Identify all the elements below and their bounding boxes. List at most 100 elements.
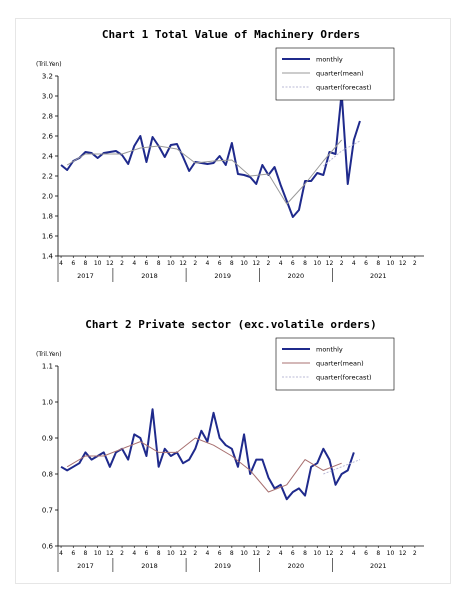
x-tick-label: 12 [179, 550, 187, 557]
x-tick-label: 12 [179, 260, 187, 267]
x-tick-label: 10 [313, 260, 321, 267]
year-label: 2019 [214, 272, 231, 280]
legend-box [275, 337, 395, 391]
y-tick-label: 2.6 [42, 133, 54, 141]
x-tick-label: 6 [364, 550, 368, 557]
x-tick-label: 4 [206, 260, 210, 267]
y-tick-label: 1.1 [42, 363, 53, 371]
x-tick-label: 2 [120, 260, 124, 267]
series-line-quarter-forecast [323, 140, 361, 167]
x-tick-label: 2 [267, 260, 271, 267]
x-tick-label: 12 [399, 260, 407, 267]
y-tick-label: 0.6 [42, 543, 54, 551]
x-tick-label: 2 [193, 260, 197, 267]
x-tick-label: 2 [413, 260, 417, 267]
y-tick-label: 1.0 [42, 399, 53, 407]
x-tick-label: 8 [157, 260, 161, 267]
x-tick-label: 4 [59, 260, 63, 267]
legend-entry: monthly [316, 346, 343, 354]
x-tick-label: 12 [252, 550, 260, 557]
chart-2-panel: Chart 2 Private sector (exc.volatile ord… [10, 318, 452, 580]
year-label: 2017 [77, 562, 94, 570]
year-label: 2019 [214, 562, 231, 570]
x-tick-label: 2 [120, 550, 124, 557]
x-tick-label: 4 [132, 260, 136, 267]
year-label: 2021 [370, 562, 387, 570]
page-frame [15, 18, 451, 584]
y-tick-label: 2.0 [42, 193, 53, 201]
chart-1-plot: (Tril.Yen) 1.4 1.6 1.8 2.0 2.2 2.4 2.6 2.8 3.0 3.2… [36, 47, 424, 282]
x-tick-label: 6 [218, 260, 222, 267]
x-tick-label: 6 [145, 550, 149, 557]
year-label: 2018 [141, 562, 158, 570]
x-tick-label: 8 [84, 260, 88, 267]
x-tick-label: 10 [387, 260, 395, 267]
x-tick-label: 10 [167, 550, 175, 557]
x-tick-label: 6 [71, 550, 75, 557]
year-label: 2021 [370, 272, 387, 280]
x-tick-label: 12 [106, 550, 114, 557]
legend-entry: quarter(mean) [316, 360, 364, 368]
y-tick-label: 1.8 [42, 213, 53, 221]
x-tick-label: 10 [313, 550, 321, 557]
year-label: 2018 [141, 272, 158, 280]
y-tick-label: 2.2 [42, 173, 53, 181]
x-tick-label: 4 [352, 260, 356, 267]
x-tick-label: 6 [71, 260, 75, 267]
series-line-monthly [60, 408, 355, 501]
series-line-quarter-mean [66, 139, 343, 205]
x-tick-label: 8 [230, 550, 234, 557]
x-tick-label: 8 [303, 260, 307, 267]
x-tick-label: 6 [218, 550, 222, 557]
x-tick-label: 10 [94, 260, 102, 267]
x-tick-label: 12 [106, 260, 114, 267]
x-tick-label: 2 [413, 550, 417, 557]
x-tick-label: 2 [340, 260, 344, 267]
x-tick-label: 8 [376, 260, 380, 267]
y-tick-label: 0.7 [42, 507, 53, 515]
y-tick-label: 0.9 [42, 435, 53, 443]
x-tick-label: 10 [240, 550, 248, 557]
y-tick-label: 1.4 [42, 253, 54, 261]
x-tick-label: 12 [252, 260, 260, 267]
x-tick-label: 6 [291, 260, 295, 267]
legend-entry: quarter(mean) [316, 70, 364, 78]
legend-entry: quarter(forecast) [316, 374, 371, 382]
year-label: 2020 [288, 272, 305, 280]
series-line-quarter-forecast [323, 459, 361, 475]
x-tick-label: 2 [340, 550, 344, 557]
legend-box [275, 47, 395, 101]
y-tick-label: 1.6 [42, 233, 54, 241]
x-tick-label: 10 [94, 550, 102, 557]
x-tick-label: 4 [279, 260, 283, 267]
x-tick-label: 12 [326, 260, 334, 267]
x-tick-label: 8 [157, 550, 161, 557]
x-tick-label: 2 [193, 550, 197, 557]
y-tick-label: 2.4 [42, 153, 54, 161]
series-line-monthly [60, 92, 361, 218]
x-tick-label: 10 [240, 260, 248, 267]
x-tick-label: 6 [364, 260, 368, 267]
x-tick-label: 4 [132, 550, 136, 557]
x-tick-label: 12 [326, 550, 334, 557]
x-tick-label: 4 [59, 550, 63, 557]
x-tick-label: 6 [145, 260, 149, 267]
chart-2-plot: (Tril.Yen)0.60.70.80.91.01.14 6 8 10 12 2 4 6 8 1… [36, 337, 424, 572]
x-tick-label: 12 [399, 550, 407, 557]
x-tick-label: 4 [352, 550, 356, 557]
x-tick-label: 10 [387, 550, 395, 557]
x-tick-label: 2 [267, 550, 271, 557]
x-tick-label: 4 [279, 550, 283, 557]
y-tick-label: 0.8 [42, 471, 53, 479]
x-tick-label: 8 [376, 550, 380, 557]
y-tick-label: 3.0 [42, 93, 53, 101]
legend-entry: quarter(forecast) [316, 84, 371, 92]
series-line-quarter-mean [66, 437, 342, 493]
x-tick-label: 8 [230, 260, 234, 267]
chart-1-title: Chart 1 Total Value of Machinery Orders [101, 28, 361, 41]
legend-entry: monthly [316, 56, 343, 64]
chart-2-title: Chart 2 Private sector (exc.volatile ord… [85, 318, 377, 331]
y-tick-label: 2.8 [42, 113, 53, 121]
x-tick-label: 8 [303, 550, 307, 557]
x-tick-label: 4 [206, 550, 210, 557]
